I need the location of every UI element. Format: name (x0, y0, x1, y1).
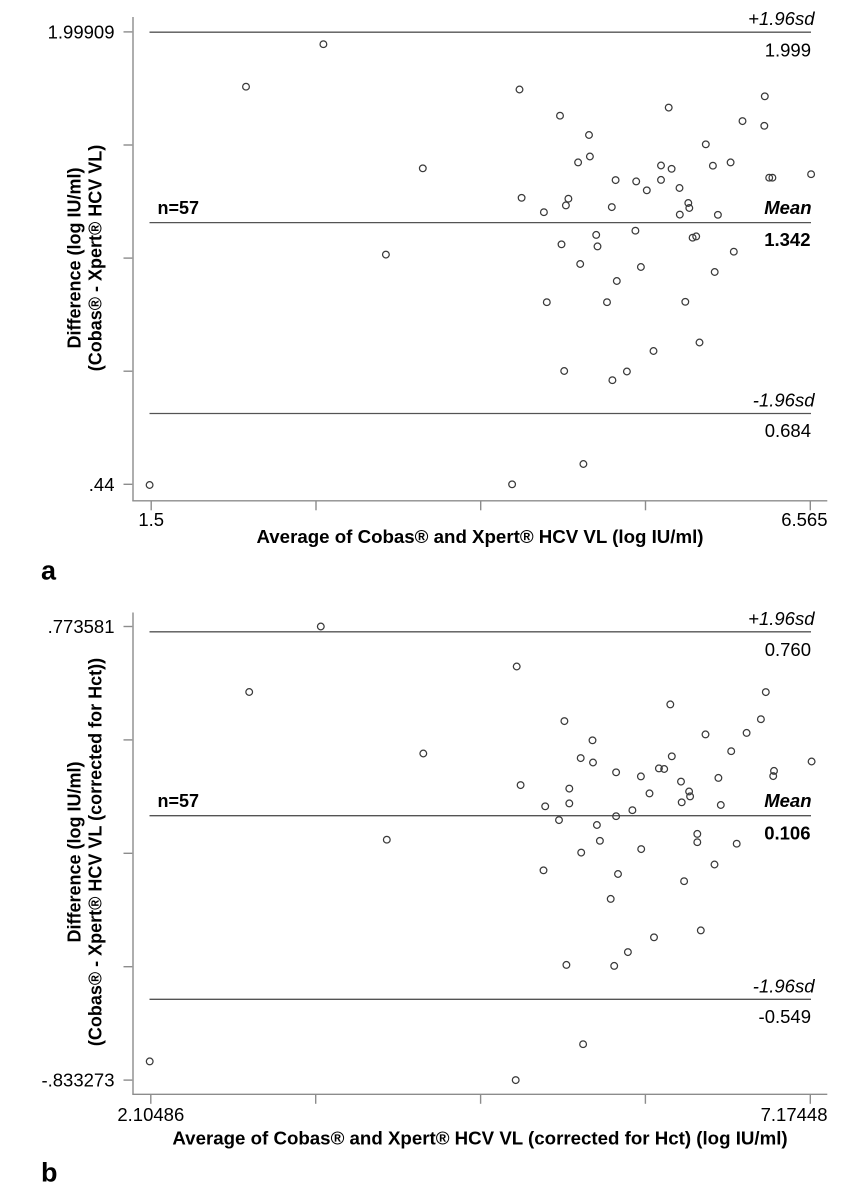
svg-text:Average of Cobas® and Xpert® H: Average of Cobas® and Xpert® HCV VL (cor… (172, 1128, 787, 1149)
svg-text:n=57: n=57 (158, 791, 200, 811)
svg-text:-.833273: -.833273 (41, 1070, 114, 1091)
svg-text:0.106: 0.106 (764, 822, 810, 843)
svg-text:-1.96sd: -1.96sd (753, 975, 815, 996)
svg-text:+1.96sd: +1.96sd (748, 608, 815, 629)
svg-text:Mean: Mean (764, 197, 811, 218)
svg-text:1.999: 1.999 (765, 40, 811, 61)
svg-text:Average of Cobas® and Xpert® H: Average of Cobas® and Xpert® HCV VL (log… (256, 526, 703, 547)
svg-text:0.684: 0.684 (765, 420, 811, 441)
svg-text:.44: .44 (89, 474, 115, 495)
svg-text:2.10486: 2.10486 (117, 1104, 184, 1125)
svg-text:-0.549: -0.549 (759, 1006, 811, 1027)
svg-text:+1.96sd: +1.96sd (748, 8, 815, 29)
svg-text:n=57: n=57 (158, 198, 200, 218)
svg-text:1.99909: 1.99909 (48, 22, 115, 43)
svg-text:0.760: 0.760 (765, 639, 811, 660)
svg-text:Difference (log IU/ml): Difference (log IU/ml) (65, 761, 85, 942)
svg-text:(Cobas® - Xpert® HCV VL): (Cobas® - Xpert® HCV VL) (86, 145, 106, 372)
svg-text:1.5: 1.5 (138, 509, 164, 530)
svg-text:a: a (41, 556, 57, 586)
svg-text:1.342: 1.342 (764, 229, 810, 250)
svg-text:.773581: .773581 (48, 616, 115, 637)
svg-text:(Cobas® - Xpert® HCV VL (corre: (Cobas® - Xpert® HCV VL (corrected for H… (86, 658, 106, 1046)
svg-text:-1.96sd: -1.96sd (753, 390, 815, 411)
svg-text:Mean: Mean (764, 790, 811, 811)
svg-text:Difference (log IU/ml): Difference (log IU/ml) (65, 167, 85, 348)
svg-text:6.565: 6.565 (781, 509, 827, 530)
svg-text:b: b (41, 1158, 58, 1188)
svg-text:7.17448: 7.17448 (761, 1104, 828, 1125)
